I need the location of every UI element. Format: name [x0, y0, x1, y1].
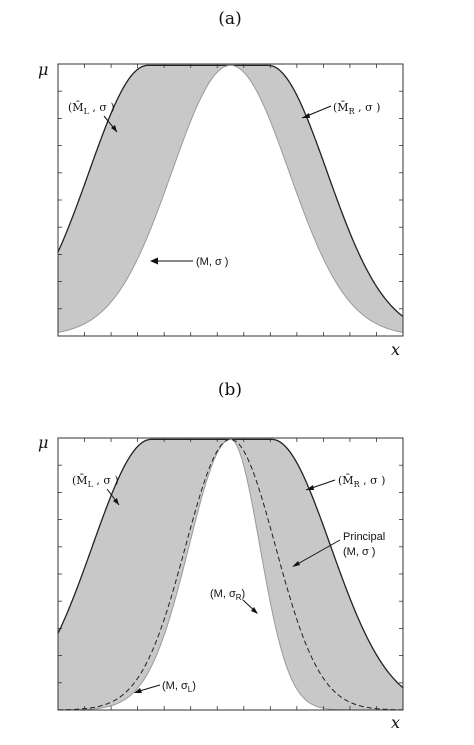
panel-a-arrowhead-ml: [111, 125, 117, 132]
panel-b-y-axis-label: μ: [38, 433, 48, 452]
panel-b-arrowhead-m-sl: [134, 688, 142, 693]
panel-a-ticks: [58, 64, 403, 336]
panel-b-annotation-mr: (M̄R , σ ): [338, 474, 385, 489]
panel-b-annotation-m-sr: (M, σR): [210, 588, 245, 602]
panel-a-annotation-mr-sub: R: [349, 107, 356, 116]
panel-a-band-right: [230, 65, 403, 333]
panel-b-annotation-mr-sub: R: [354, 480, 361, 489]
panel-b-lower-left-curve: [58, 438, 231, 711]
panel-a-label: (a): [218, 9, 241, 29]
panel-a-lower-curve: [57, 64, 404, 333]
panel-a-upper-left-curve: [57, 64, 231, 253]
panel-b-arrowhead-m-sr: [251, 607, 258, 614]
panel-a-band-left: [58, 65, 231, 333]
panel-b-band-left: [58, 439, 231, 710]
panel-b-upper-left-curve: [57, 438, 231, 634]
panel-a-annotation-m: (M, σ ): [196, 256, 228, 268]
panel-b-annotation-principal: Principal: [343, 531, 385, 543]
panel-a-y-axis-label: μ: [38, 60, 48, 79]
panel-a-x-axis-label: x: [391, 340, 400, 359]
panel-b-annotation-ml-sub: L: [88, 480, 94, 489]
panel-a-annotation-ml-sub: L: [84, 107, 90, 116]
panel-a-annotation-ml: (M̄L , σ ): [68, 101, 115, 116]
panel-b-annotation-ml: (M̄L , σ ): [72, 474, 119, 489]
panel-b-arrowhead-mr: [306, 485, 314, 490]
panel-b-label: (b): [218, 380, 242, 400]
panel-b-principal-dashed-curve: [57, 438, 404, 711]
panel-a-arrowhead-mr: [302, 113, 310, 118]
panel-b-annotation-principal-line2: (M, σ ): [343, 546, 375, 558]
panel-b-band-right: [230, 439, 403, 710]
panel-b-annotation-m-sr-sub: R: [236, 593, 242, 602]
panel-a-arrowhead-m: [150, 257, 158, 265]
panel-b: (b) μ x (M̄L , σ ) (M̄R , σ ) Principal …: [38, 380, 404, 732]
panel-a-annotation-mr: (M̄R , σ ): [333, 101, 380, 116]
panel-b-arrow-principal: [293, 539, 341, 567]
panel-b-arrowhead-principal: [292, 561, 300, 567]
panel-b-annotation-m-sl-sub: L: [188, 685, 193, 694]
panel-b-upper-right-curve: [230, 438, 404, 689]
panel-b-arrowhead-ml: [113, 498, 119, 505]
panel-a: (a) μ x (M̄L , σ ) (M̄R , σ ) (M, σ ): [38, 9, 404, 359]
panel-b-annotation-m-sl: (M, σL): [162, 680, 196, 694]
panel-a-upper-right-curve: [230, 64, 404, 318]
panel-b-ticks: [58, 438, 403, 710]
panel-b-x-axis-label: x: [391, 713, 400, 732]
